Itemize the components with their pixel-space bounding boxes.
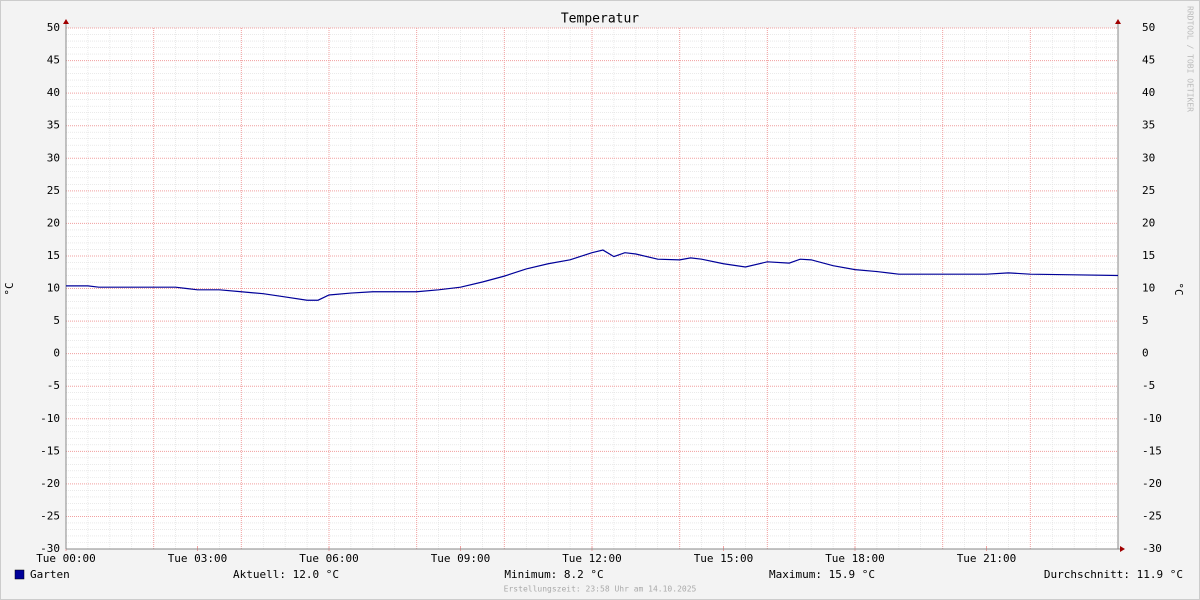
y-tick-label: 30 xyxy=(47,151,60,164)
y2-tick-label: 35 xyxy=(1142,119,1155,132)
y2-tick-label: 30 xyxy=(1142,151,1155,164)
x-tick-label: Tue 21:00 xyxy=(957,552,1017,565)
legend-swatch xyxy=(14,569,25,580)
x-tick-label: Tue 12:00 xyxy=(562,552,622,565)
axis-arrow xyxy=(1115,19,1121,24)
legend-stat: Maximum: 15.9 °C xyxy=(769,568,875,581)
legend-stat: Aktuell: 12.0 °C xyxy=(233,568,339,581)
y-axis-label: °C xyxy=(3,282,16,295)
y2-tick-label: 15 xyxy=(1142,249,1155,262)
y2-tick-label: -10 xyxy=(1142,412,1162,425)
legend-stat: Durchschnitt: 11.9 °C xyxy=(1044,568,1183,581)
y-tick-label: 5 xyxy=(53,314,60,327)
y2-tick-label: 10 xyxy=(1142,282,1155,295)
data-line xyxy=(66,249,1119,301)
y2-tick-label: 5 xyxy=(1142,314,1149,327)
y2-tick-label: 25 xyxy=(1142,184,1155,197)
y-tick-label: 35 xyxy=(47,119,60,132)
legend-stat: Minimum: 8.2 °C xyxy=(504,568,603,581)
x-tick-label: Tue 18:00 xyxy=(825,552,885,565)
y2-tick-label: 50 xyxy=(1142,21,1155,34)
axis-arrow xyxy=(1120,546,1125,552)
y-tick-label: -25 xyxy=(40,509,60,522)
x-tick-label: Tue 00:00 xyxy=(36,552,96,565)
y-tick-label: -20 xyxy=(40,477,60,490)
y-tick-label: 40 xyxy=(47,86,60,99)
watermark: RRDTOOL / TOBI OETIKER xyxy=(1186,6,1195,112)
y-tick-label: 50 xyxy=(47,21,60,34)
y-tick-label: -10 xyxy=(40,412,60,425)
y-tick-label: 25 xyxy=(47,184,60,197)
x-tick-label: Tue 03:00 xyxy=(168,552,228,565)
y2-tick-label: -30 xyxy=(1142,542,1162,555)
y2-tick-label: 0 xyxy=(1142,347,1149,360)
y-tick-label: -15 xyxy=(40,444,60,457)
y-tick-label: -30 xyxy=(40,542,60,555)
y-tick-label: 20 xyxy=(47,216,60,229)
y2-tick-label: -5 xyxy=(1142,379,1155,392)
x-tick-label: Tue 09:00 xyxy=(431,552,491,565)
y-tick-label: 0 xyxy=(53,347,60,360)
y-tick-label: -5 xyxy=(47,379,60,392)
y2-tick-label: -25 xyxy=(1142,509,1162,522)
y2-axis-label: °C xyxy=(1172,282,1185,295)
legend-label: Garten xyxy=(30,568,70,581)
y2-tick-label: -15 xyxy=(1142,444,1162,457)
y-tick-label: 15 xyxy=(47,249,60,262)
x-tick-label: Tue 06:00 xyxy=(299,552,359,565)
footer: Erstellungszeit: 23:58 Uhr am 14.10.2025 xyxy=(504,585,697,594)
y2-tick-label: -20 xyxy=(1142,477,1162,490)
chart-title: Temperatur xyxy=(561,12,639,27)
axis-arrow xyxy=(63,19,69,24)
y-tick-label: 45 xyxy=(47,54,60,67)
y2-tick-label: 20 xyxy=(1142,216,1155,229)
y2-tick-label: 45 xyxy=(1142,54,1155,67)
x-tick-label: Tue 15:00 xyxy=(694,552,754,565)
y-tick-label: 10 xyxy=(47,282,60,295)
y2-tick-label: 40 xyxy=(1142,86,1155,99)
